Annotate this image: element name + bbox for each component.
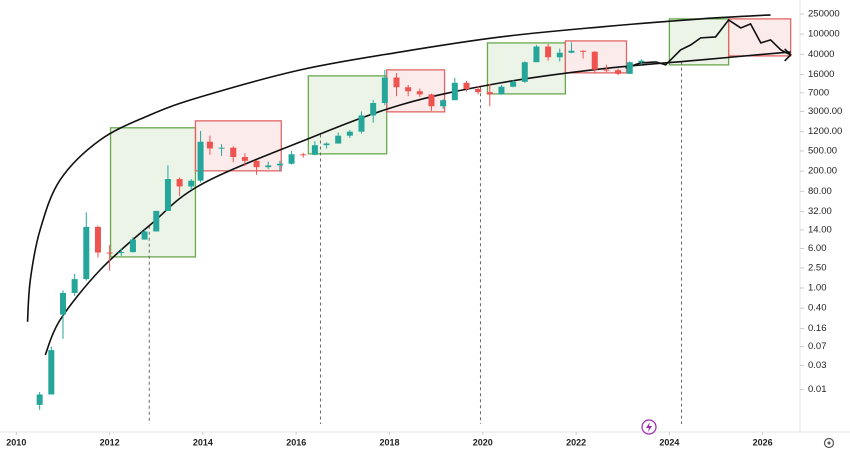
- y-tick-label: 0.01: [808, 384, 827, 395]
- icon-bolt: [646, 422, 652, 432]
- candle-body: [106, 252, 113, 254]
- y-tick-label: 0.16: [808, 323, 827, 334]
- candle-body: [230, 147, 237, 158]
- candle-body: [370, 103, 377, 116]
- candle-body: [498, 86, 505, 95]
- y-tick-label: 6.00: [808, 243, 827, 254]
- forecast-line: [625, 18, 792, 69]
- candle-body: [71, 279, 78, 293]
- y-tick-label: 80.00: [808, 186, 832, 197]
- x-tick-label: 2018: [379, 437, 399, 447]
- y-tick-label: 0.40: [808, 303, 827, 314]
- y-tick-label: 2.50: [808, 262, 827, 273]
- y-tick-label: 14.00: [808, 224, 832, 235]
- candle-body: [533, 46, 540, 63]
- candle-body: [510, 81, 517, 87]
- candle-body: [393, 77, 400, 88]
- candle-body: [486, 92, 493, 95]
- candle-body: [591, 51, 598, 70]
- candle-body: [164, 179, 171, 211]
- candle-body: [218, 147, 225, 149]
- candle-body: [241, 157, 248, 161]
- band-curve: [44, 51, 791, 356]
- candle-body: [440, 100, 447, 107]
- y-tick-label: 200.00: [808, 166, 837, 177]
- candle-body: [206, 141, 213, 149]
- x-tick-label: 2024: [659, 437, 679, 447]
- candle-body: [381, 77, 388, 104]
- candle-body: [288, 154, 295, 164]
- guides: [26, 14, 792, 424]
- candle-body: [118, 252, 125, 254]
- candle-body: [603, 69, 610, 71]
- candle-body: [311, 145, 318, 155]
- candle-body: [153, 210, 160, 232]
- candle-body: [94, 226, 101, 253]
- zones: [109, 18, 792, 258]
- zone: [386, 69, 446, 113]
- candle-body: [129, 239, 136, 253]
- candle-body: [346, 131, 353, 136]
- y-tick-label: 1.00: [808, 283, 827, 294]
- candle-body: [141, 231, 148, 240]
- candle-body: [556, 52, 563, 58]
- x-tick-label: 2022: [566, 437, 586, 447]
- band-curve: [26, 14, 771, 322]
- y-tick-label: 0.03: [808, 360, 827, 371]
- candle-body: [428, 94, 435, 107]
- candle-body: [83, 226, 90, 280]
- y-tick-label: 40000: [808, 49, 834, 60]
- candle-body: [451, 82, 458, 101]
- candle-body: [197, 141, 204, 181]
- icon-circle: [641, 419, 657, 435]
- forecast-arrow: [784, 48, 792, 62]
- candle-body: [188, 180, 195, 187]
- candle-body: [626, 62, 633, 74]
- y-tick-label: 32.00: [808, 206, 832, 217]
- x-tick-label: 2016: [286, 437, 306, 447]
- x-tick-label: 2026: [753, 437, 773, 447]
- y-tick-label: 100000: [808, 29, 840, 40]
- x-tick-label: 2010: [6, 437, 26, 447]
- icon-circle: [823, 437, 835, 449]
- x-tick-label: 2014: [193, 437, 213, 447]
- candle-body: [580, 50, 587, 52]
- icon-dot: [827, 441, 831, 445]
- candle-body: [176, 179, 183, 187]
- y-tick-label: 250000: [808, 8, 840, 19]
- y-tick-label: 0.07: [808, 341, 827, 352]
- candle-body: [521, 62, 528, 82]
- candle-body: [358, 115, 365, 132]
- candle-body: [615, 70, 622, 74]
- y-tick-label: 3000.00: [808, 106, 842, 117]
- candle-body: [59, 292, 66, 315]
- x-tick-label: 2012: [100, 437, 120, 447]
- y-tick-label: 7000: [808, 87, 829, 98]
- candles: [36, 42, 645, 410]
- candle-body: [568, 50, 575, 53]
- candle-body: [300, 154, 307, 156]
- candle-body: [416, 91, 423, 95]
- candle-body: [545, 46, 552, 58]
- candle-body: [276, 163, 283, 166]
- candle-body: [48, 350, 55, 395]
- candle-body: [475, 89, 482, 93]
- candle-body: [638, 60, 645, 63]
- candle-body: [36, 394, 43, 405]
- zone: [109, 127, 197, 258]
- x-tick-label: 2020: [473, 437, 493, 447]
- candle-body: [405, 87, 412, 92]
- candle-body: [323, 143, 330, 146]
- candle-body: [335, 135, 342, 144]
- y-tick-label: 1200.00: [808, 126, 842, 137]
- replay-icon[interactable]: [641, 419, 657, 435]
- y-tick-label: 16000: [808, 69, 834, 80]
- candle-body: [265, 165, 272, 168]
- y-tick-label: 500.00: [808, 145, 837, 156]
- candle-body: [463, 82, 470, 90]
- candle-body: [253, 160, 260, 168]
- settings-icon[interactable]: [823, 437, 835, 449]
